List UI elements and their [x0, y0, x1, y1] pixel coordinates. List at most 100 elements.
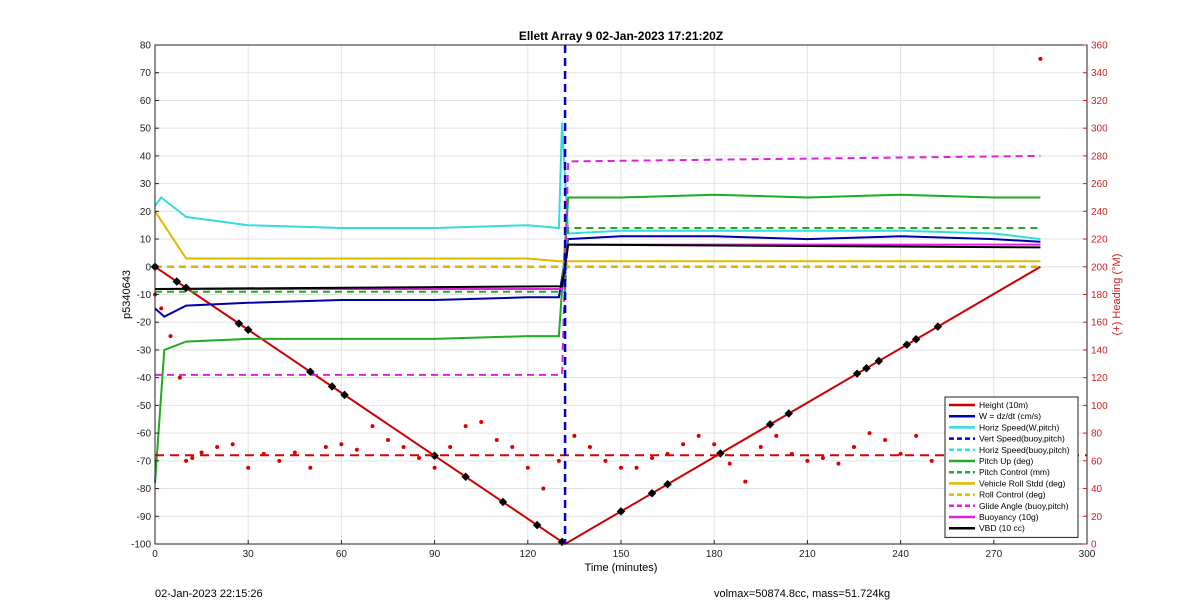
- heading-point: [215, 444, 220, 449]
- heading-point: [190, 456, 195, 461]
- y-tick-label: 50: [140, 124, 152, 135]
- heading-point: [805, 458, 810, 463]
- heading-point: [401, 444, 406, 449]
- heading-point: [619, 465, 623, 470]
- y-tick-label: 80: [140, 41, 152, 52]
- y2-tick-label: 360: [1091, 41, 1108, 52]
- y2-tick-label: 180: [1091, 290, 1108, 301]
- heading-point: [681, 442, 686, 447]
- track-marker: [172, 277, 181, 286]
- y2-tick-label: 120: [1091, 373, 1108, 384]
- heading-point: [836, 461, 841, 466]
- y-tick-label: -30: [137, 345, 152, 356]
- heading-point: [929, 458, 934, 463]
- heading-point: [665, 451, 670, 456]
- heading-point: [354, 447, 359, 452]
- series-line-1: [154, 235, 1041, 318]
- heading-point: [1038, 56, 1043, 61]
- legend-label: Pitch Up (deg): [979, 456, 1033, 466]
- heading-point: [774, 433, 779, 438]
- heading-point: [168, 334, 173, 339]
- heading-point: [159, 306, 164, 311]
- x-tick-label: 180: [706, 549, 723, 560]
- heading-point: [479, 420, 484, 425]
- chart-title: Ellett Array 9 02-Jan-2023 17:21:20Z: [519, 29, 723, 43]
- y-tick-label: -20: [137, 318, 152, 329]
- x-tick-label: 210: [799, 549, 816, 560]
- y2-tick-label: 200: [1091, 262, 1108, 273]
- y-tick-label: 10: [140, 235, 152, 246]
- heading-point: [634, 465, 639, 470]
- x-tick-label: 90: [429, 549, 441, 560]
- legend-label: Horiz Speed(buoy,pitch): [979, 445, 1070, 455]
- heading-point: [852, 444, 856, 449]
- track-marker: [340, 390, 349, 400]
- legend-label: Glide Angle (buoy,pitch): [979, 501, 1069, 511]
- x-tick-label: 270: [985, 549, 1002, 560]
- heading-point: [494, 438, 499, 443]
- track-marker: [862, 364, 871, 373]
- y2-tick-label: 280: [1091, 151, 1108, 162]
- y2-axis-label: (+) Heading (°M): [1111, 254, 1123, 336]
- y2-tick-label: 260: [1091, 179, 1108, 190]
- heading-point: [758, 444, 763, 449]
- x-tick-label: 240: [892, 549, 909, 560]
- series-line-2: [154, 122, 1041, 241]
- heading-point: [572, 433, 577, 438]
- y-tick-label: 30: [140, 179, 152, 190]
- track-marker: [306, 367, 315, 377]
- y2-tick-label: 300: [1091, 124, 1108, 135]
- y-tick-label: 0: [145, 262, 151, 273]
- y2-tick-label: 160: [1091, 318, 1108, 329]
- y2-tick-label: 140: [1091, 345, 1108, 356]
- heading-point: [292, 450, 297, 455]
- legend: Height (10m)W = dz/dt (cm/s)Horiz Speed(…: [944, 396, 1079, 538]
- heading-point: [177, 375, 182, 380]
- legend-label: Roll Control (deg): [979, 490, 1046, 500]
- track-marker: [852, 369, 862, 378]
- track-marker: [616, 507, 626, 516]
- heading-point: [867, 431, 872, 436]
- legend-label: Vert Speed(buoy,pitch): [979, 434, 1065, 444]
- y2-tick-label: 0: [1091, 540, 1097, 551]
- heading-point: [463, 424, 468, 429]
- legend-box: [944, 396, 1079, 538]
- track-marker: [498, 497, 508, 507]
- y2-tick-label: 80: [1091, 429, 1103, 440]
- legend-label: W = dz/dt (cm/s): [979, 411, 1041, 421]
- footer-vehicle-info: volmax=50874.8cc, mass=51.724kg: [714, 588, 891, 600]
- heading-point: [246, 465, 251, 470]
- y2-tick-label: 40: [1091, 484, 1103, 495]
- heading-point: [820, 456, 825, 461]
- x-tick-label: 120: [519, 549, 536, 560]
- heading-point: [261, 451, 266, 456]
- heading-point: [308, 465, 313, 470]
- heading-point: [184, 458, 189, 463]
- x-tick-label: 300: [1079, 549, 1096, 560]
- series-line-6: [155, 227, 1041, 293]
- y2-tick-label: 60: [1091, 456, 1103, 467]
- y-tick-label: 70: [140, 68, 152, 79]
- y2-tick-label: 220: [1091, 235, 1108, 246]
- track-marker: [874, 356, 884, 366]
- heading-point: [650, 456, 655, 461]
- legend-label: Buoyancy (10g): [979, 512, 1039, 522]
- x-tick-label: 0: [152, 549, 158, 560]
- y-tick-label: -100: [131, 540, 151, 551]
- heading-point: [432, 465, 437, 470]
- track-marker: [532, 520, 542, 530]
- heading-point: [417, 456, 422, 461]
- heading-point: [883, 438, 888, 443]
- heading-point: [743, 479, 748, 484]
- heading-point: [587, 444, 592, 449]
- track-marker: [663, 479, 672, 489]
- y-tick-label: 40: [140, 151, 152, 162]
- track-marker: [765, 420, 775, 429]
- heading-point: [199, 450, 204, 455]
- series-line-11: [154, 243, 1041, 290]
- x-axis-label: Time (minutes): [585, 562, 658, 574]
- footer-timestamp: 02-Jan-2023 22:15:26: [155, 588, 263, 600]
- track-marker: [902, 340, 912, 349]
- y-tick-label: 60: [140, 96, 152, 107]
